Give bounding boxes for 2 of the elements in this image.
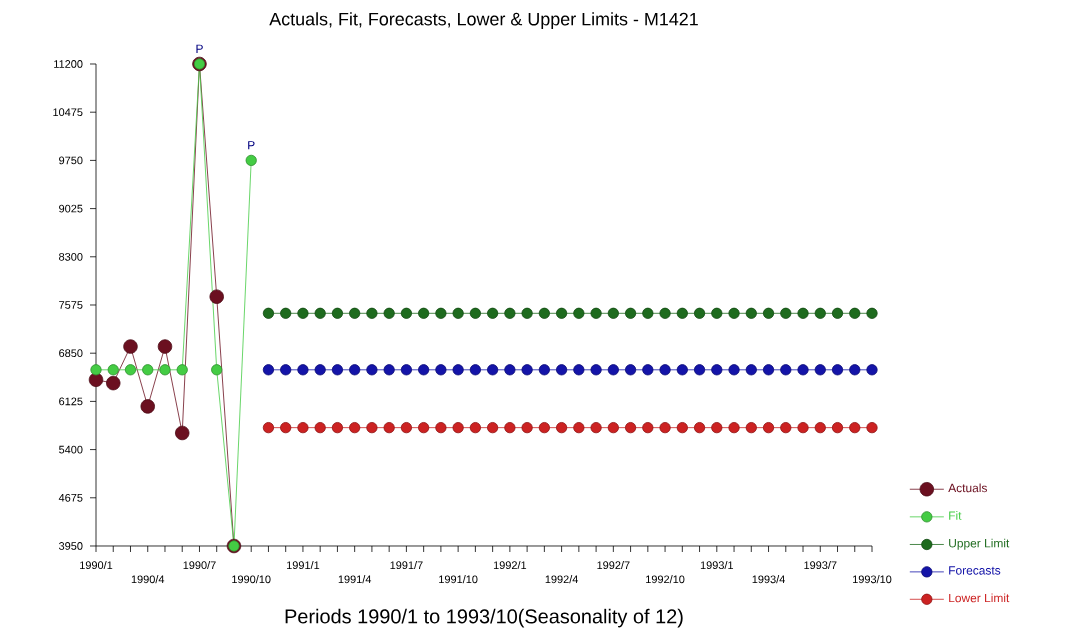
x-axis-title: Periods 1990/1 to 1993/10(Seasonality of 12) — [285, 608, 683, 628]
chart-title: Actuals, Fit, Forecasts, Lower & Upper Limits - M1421 — [269, 12, 698, 29]
